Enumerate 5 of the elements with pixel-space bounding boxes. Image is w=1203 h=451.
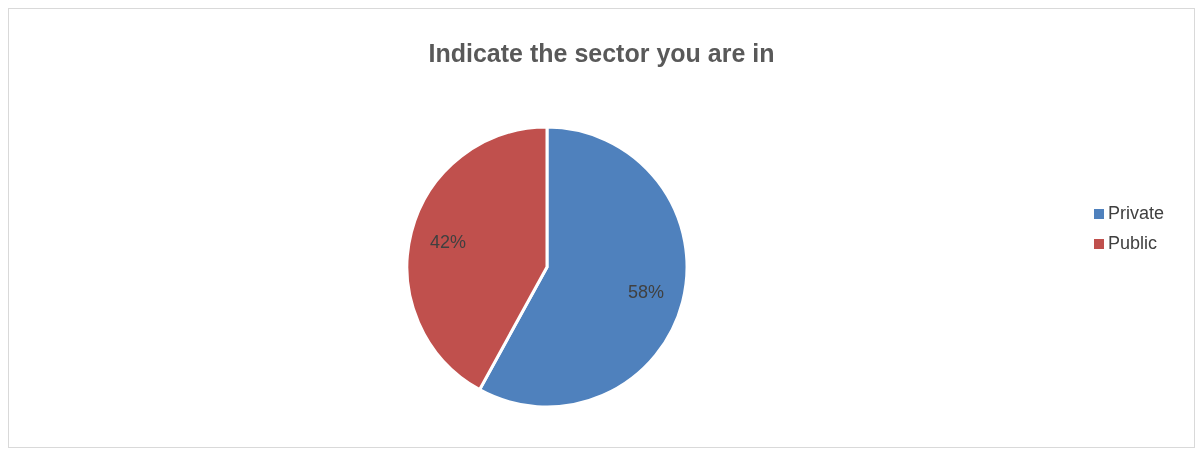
legend-label: Public: [1107, 233, 1157, 253]
legend-label: Private: [1107, 203, 1164, 223]
chart-title: Indicate the sector you are in: [427, 39, 776, 68]
data-label: 58%: [627, 282, 664, 303]
data-label: 42%: [430, 231, 467, 252]
